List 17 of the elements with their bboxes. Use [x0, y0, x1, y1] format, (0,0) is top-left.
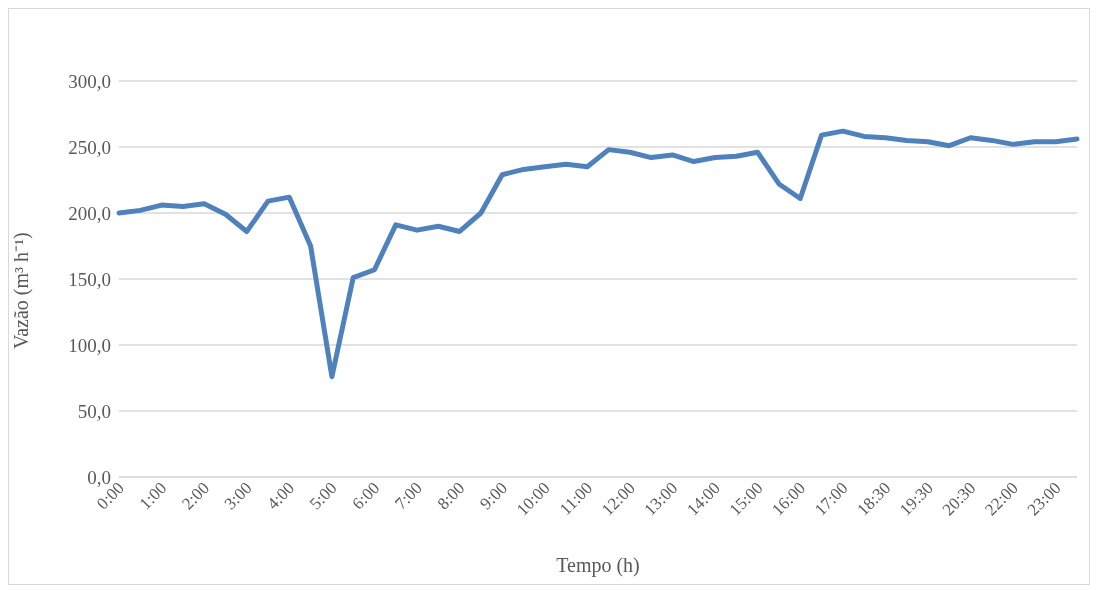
x-tick-label: 3:00 [220, 478, 256, 514]
x-tick-label: 2:00 [178, 478, 213, 514]
x-tick-label: 5:00 [305, 478, 341, 514]
x-tick-label: 6:00 [348, 478, 384, 514]
y-tick-label: 250,0 [68, 136, 111, 158]
y-tick-label: 200,0 [68, 202, 111, 224]
y-tick-label: 150,0 [68, 268, 111, 290]
x-tick-label: 7:00 [391, 478, 426, 514]
x-tick-label: 1:00 [135, 478, 171, 514]
y-axis-title: Vazão (m³ h⁻¹) [10, 232, 34, 349]
y-tick-label: 50,0 [77, 400, 111, 422]
x-tick-label: 9:00 [476, 478, 512, 514]
x-tick-label: 8:00 [433, 478, 469, 514]
y-tick-label: 300,0 [68, 70, 111, 92]
x-tick-label: 4:00 [263, 478, 299, 514]
y-tick-label: 100,0 [68, 334, 111, 356]
x-axis-title: Tempo (h) [556, 554, 640, 577]
